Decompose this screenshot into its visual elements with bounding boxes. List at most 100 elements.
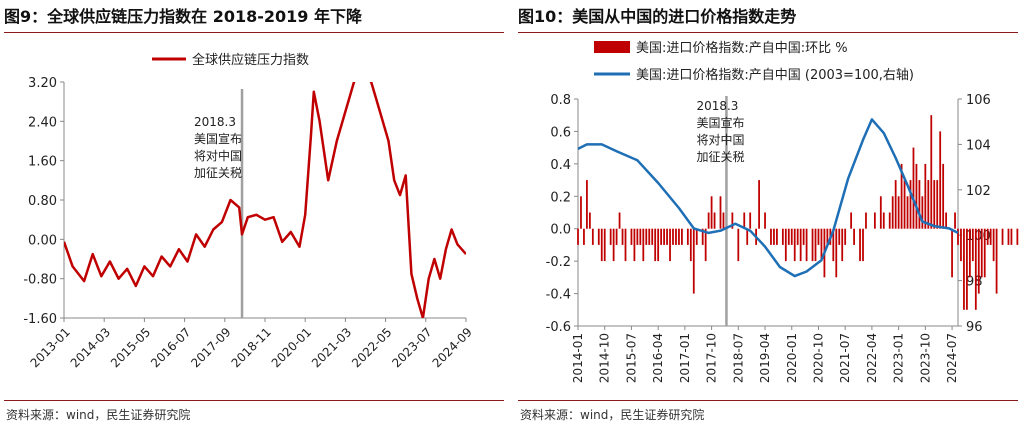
mom-bar bbox=[666, 228, 668, 245]
mom-bar bbox=[974, 228, 977, 310]
mom-bar bbox=[654, 228, 657, 262]
mom-bar bbox=[992, 228, 995, 262]
x-tick-label: 2020-01 bbox=[785, 333, 799, 383]
tariff-annotation-line: 将对中国 bbox=[194, 148, 242, 163]
left-source: 资料来源：wind，民生证券研究院 bbox=[6, 408, 191, 422]
mom-bar bbox=[770, 228, 772, 245]
mom-bar bbox=[648, 228, 651, 245]
y-left-tick-label: 0.0 bbox=[550, 223, 571, 238]
right-chart: 美国:进口价格指数:产自中国:环比 % 美国:进口价格指数:产自中国 (2003=… bbox=[546, 40, 1019, 383]
mom-bar bbox=[966, 228, 968, 310]
mom-bar bbox=[865, 212, 867, 229]
mom-bar bbox=[701, 228, 704, 245]
y-right-tick-label: 102 bbox=[966, 184, 991, 199]
mom-bar bbox=[835, 228, 838, 278]
mom-bar bbox=[909, 180, 912, 229]
tariff-annotation-line: 加征关税 bbox=[696, 150, 744, 164]
mom-bar bbox=[577, 228, 579, 245]
mom-bar bbox=[651, 228, 654, 245]
x-tick-label: 2017-09 bbox=[188, 325, 233, 370]
x-tick-label: 2015-05 bbox=[108, 325, 153, 370]
mom-bar bbox=[600, 228, 603, 262]
mom-bar bbox=[933, 180, 936, 229]
mom-bar bbox=[675, 228, 677, 245]
mom-bar bbox=[894, 180, 897, 229]
mom-bar bbox=[719, 196, 722, 229]
mom-bar bbox=[657, 228, 660, 262]
mom-bar bbox=[850, 212, 853, 229]
y-right-tick-label: 96 bbox=[966, 320, 983, 335]
y-left-tick-label: 0.6 bbox=[550, 125, 571, 140]
mom-bar bbox=[764, 212, 766, 229]
mom-bar bbox=[811, 228, 814, 262]
mom-bar bbox=[903, 180, 906, 229]
mom-bar bbox=[921, 196, 924, 229]
series-line-supply-pressure bbox=[64, 82, 466, 318]
x-tick-label: 2024-07 bbox=[945, 333, 959, 383]
mom-bar bbox=[951, 228, 953, 278]
mom-bar bbox=[758, 180, 760, 229]
mom-bar bbox=[897, 196, 900, 229]
x-tick-label: 2023-07 bbox=[389, 325, 434, 370]
y-right-tick-label: 104 bbox=[966, 138, 991, 153]
y-left-tick-label: 0.2 bbox=[550, 190, 571, 205]
left-chart-panel: 图9：全球供应链压力指数在 2018-2019 年下降 全球供应链压力指数 3.2… bbox=[4, 0, 510, 437]
mom-bar bbox=[737, 228, 740, 262]
y-tick-label: 3.20 bbox=[28, 76, 57, 91]
x-tick-label: 2023-01 bbox=[892, 333, 906, 383]
mom-bar bbox=[927, 180, 930, 229]
mom-bar bbox=[1016, 228, 1019, 245]
mom-bar bbox=[630, 228, 633, 245]
tariff-annotation-line: 将对中国 bbox=[696, 132, 744, 147]
mom-bar bbox=[832, 228, 835, 262]
mom-bar bbox=[1001, 228, 1004, 245]
mom-bar bbox=[995, 228, 998, 294]
mom-bar bbox=[787, 228, 790, 245]
mom-bar bbox=[686, 228, 689, 245]
x-tick-label: 2020-10 bbox=[811, 333, 825, 383]
mom-bar bbox=[624, 228, 627, 262]
left-source-rule bbox=[4, 400, 504, 401]
mom-bar bbox=[689, 228, 692, 262]
mom-bar bbox=[924, 163, 927, 229]
tariff-annotation-line: 2018.3 bbox=[696, 99, 738, 113]
mom-bar bbox=[882, 212, 885, 229]
mom-bar bbox=[588, 212, 591, 229]
mom-bar bbox=[844, 228, 847, 245]
mom-bar bbox=[918, 180, 921, 229]
mom-bar bbox=[642, 228, 645, 262]
y-left-tick-label: -0.4 bbox=[546, 288, 571, 303]
y-right-tick-label: 106 bbox=[966, 93, 991, 108]
mom-bar bbox=[891, 196, 894, 229]
tariff-annotation-line: 美国宣布 bbox=[696, 115, 744, 130]
mom-bar bbox=[817, 228, 820, 245]
x-tick-label: 2017-10 bbox=[705, 333, 719, 383]
mom-bar bbox=[983, 228, 986, 278]
mom-bar bbox=[968, 228, 971, 278]
mom-bar bbox=[645, 228, 648, 245]
mom-bar bbox=[633, 228, 636, 262]
right-chart-panel: 图10：美国从中国的进口价格指数走势 美国:进口价格指数:产自中国:环比 % 美国… bbox=[518, 0, 1024, 437]
mom-bar bbox=[799, 228, 802, 262]
mom-bar bbox=[930, 115, 933, 229]
x-tick-label: 2014-03 bbox=[68, 325, 113, 370]
right-source-rule bbox=[518, 400, 1018, 401]
mom-bar bbox=[586, 180, 588, 229]
mom-bar bbox=[591, 228, 594, 245]
x-tick-label: 2016-07 bbox=[148, 325, 193, 370]
mom-bar bbox=[609, 228, 612, 245]
mom-bar bbox=[790, 228, 793, 245]
mom-bar bbox=[957, 228, 959, 245]
mom-bar bbox=[597, 228, 600, 245]
mom-bar bbox=[603, 228, 606, 262]
x-tick-label: 2019-04 bbox=[758, 333, 772, 383]
mom-bar bbox=[802, 228, 805, 245]
y-left-tick-label: 0.4 bbox=[550, 158, 571, 173]
y-left-tick-label: -0.6 bbox=[546, 320, 571, 335]
mom-bar bbox=[583, 228, 585, 245]
mom-bar bbox=[960, 228, 962, 262]
y-tick-label: -1.60 bbox=[23, 312, 57, 327]
mom-bar bbox=[773, 228, 775, 245]
right-source: 资料来源：wind，民生证券研究院 bbox=[520, 408, 705, 422]
x-tick-label: 2022-05 bbox=[349, 325, 394, 370]
